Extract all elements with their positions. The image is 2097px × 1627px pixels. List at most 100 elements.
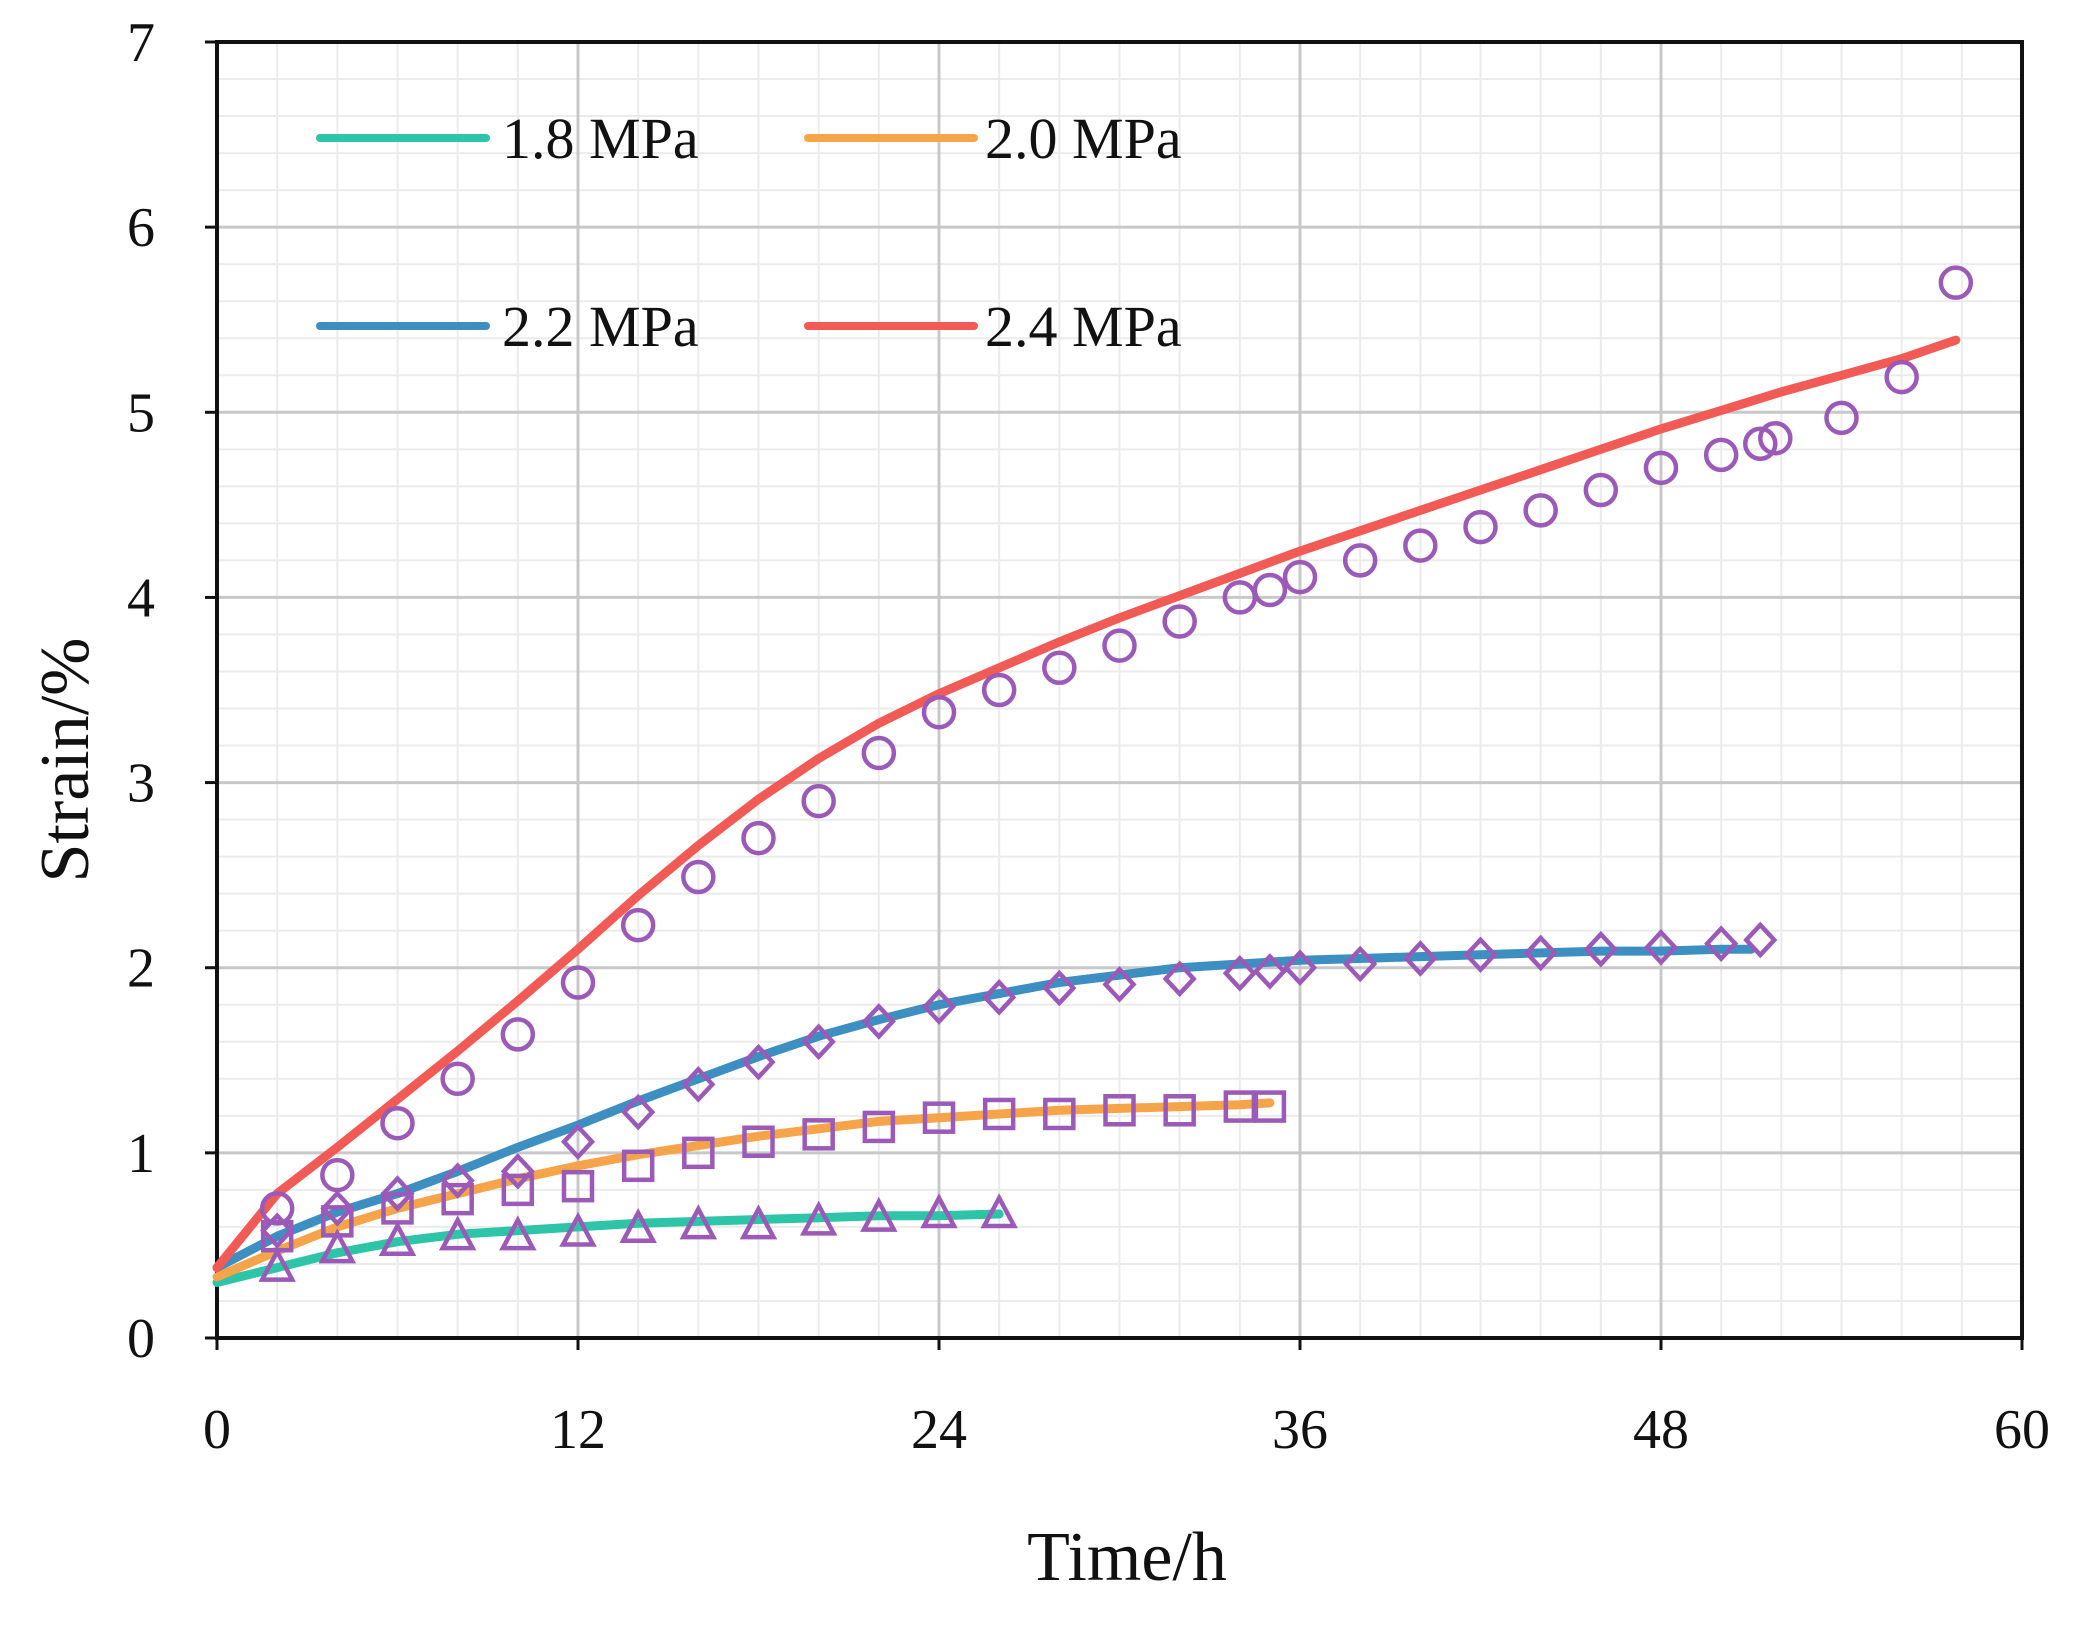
data-point-1-8-mpa xyxy=(619,1208,657,1244)
data-point-2-0-mpa xyxy=(982,1097,1016,1131)
data-point-2-4-mpa xyxy=(1643,450,1679,486)
legend-label-1-8-mpa: 1.8 MPa xyxy=(502,106,699,171)
data-point-1-8-mpa xyxy=(679,1204,718,1240)
data-point-1-8-mpa xyxy=(920,1193,958,1229)
data-point-2-4-mpa xyxy=(1282,559,1318,595)
data-point-2-4-mpa xyxy=(1703,437,1739,473)
data-point-2-2-mpa xyxy=(1222,954,1257,992)
data-point-2-2-mpa xyxy=(1704,925,1739,962)
data-point-1-8-mpa xyxy=(980,1193,1018,1229)
data-point-2-4-mpa xyxy=(1403,528,1438,563)
data-point-1-8-mpa xyxy=(860,1196,898,1232)
data-point-2-0-mpa xyxy=(561,1169,595,1203)
data-point-1-8-mpa xyxy=(318,1228,357,1264)
fit-line-2-2-mpa xyxy=(212,944,1756,1273)
data-point-2-2-mpa xyxy=(801,1023,836,1061)
data-point-2-2-mpa xyxy=(1042,969,1077,1007)
fit-line-2-4-mpa xyxy=(212,335,1961,1273)
data-point-2-2-mpa xyxy=(1523,934,1558,972)
data-point-2-4-mpa xyxy=(1342,543,1378,578)
data-point-2-2-mpa xyxy=(1403,940,1438,977)
x-axis-ticks: 0 12 24 36 48 60 xyxy=(203,1338,2050,1461)
data-point-2-4-mpa xyxy=(681,859,716,895)
data-point-2-0-mpa xyxy=(441,1182,474,1216)
data-point-2-4-mpa xyxy=(1884,359,1919,395)
data-point-2-4-mpa xyxy=(1938,265,1974,300)
data-point-2-4-mpa xyxy=(1252,572,1288,608)
data-point-2-0-mpa xyxy=(862,1110,896,1144)
y-tick-label: 4 xyxy=(127,567,155,629)
legend-label-2-2-mpa: 2.2 MPa xyxy=(502,294,699,359)
data-point-1-8-mpa xyxy=(799,1200,838,1236)
data-point-2-4-mpa xyxy=(741,820,776,856)
data-point-2-4-mpa xyxy=(921,694,957,730)
data-point-2-4-mpa xyxy=(1583,472,1619,508)
data-point-2-2-mpa xyxy=(1252,953,1287,990)
data-point-2-2-mpa xyxy=(500,1153,535,1190)
data-point-2-4-mpa xyxy=(259,1191,295,1226)
y-tick-label: 5 xyxy=(127,382,155,444)
x-tick-label: 12 xyxy=(550,1399,606,1461)
data-point-2-0-mpa xyxy=(321,1205,354,1238)
data-point-1-8-mpa xyxy=(499,1215,537,1251)
data-point-2-0-mpa xyxy=(922,1101,956,1134)
data-point-2-2-mpa xyxy=(1343,945,1378,983)
data-point-2-4-mpa xyxy=(320,1157,355,1193)
data-point-2-4-mpa xyxy=(1758,420,1793,456)
data-point-2-0-mpa xyxy=(1103,1094,1136,1127)
data-point-2-2-mpa xyxy=(1743,921,1778,959)
data-point-2-4-mpa xyxy=(500,1017,536,1052)
data-point-2-0-mpa xyxy=(1163,1094,1196,1127)
data-point-1-8-mpa xyxy=(378,1220,417,1256)
data-point-2-2-mpa xyxy=(741,1043,776,1081)
x-tick-label: 0 xyxy=(203,1399,231,1461)
data-point-2-4-mpa xyxy=(1743,426,1778,462)
legend: 1.8 MPa 2.0 MPa 2.2 MPa 2.4 MPa xyxy=(316,106,1182,359)
data-point-2-2-mpa xyxy=(320,1190,355,1227)
x-tick-label: 48 xyxy=(1633,1399,1689,1461)
y-axis-title: Strain/% xyxy=(27,638,104,883)
data-point-2-2-mpa xyxy=(681,1066,716,1103)
y-tick-label: 2 xyxy=(127,938,155,1000)
data-point-2-4-mpa xyxy=(1162,604,1197,639)
data-point-2-0-mpa xyxy=(1043,1097,1076,1131)
data-point-2-4-mpa xyxy=(861,735,897,771)
data-point-2-4-mpa xyxy=(1463,509,1498,545)
data-point-2-4-mpa xyxy=(560,965,596,1000)
data-point-1-8-mpa xyxy=(258,1246,296,1282)
data-point-2-2-mpa xyxy=(1162,960,1197,998)
y-tick-label: 0 xyxy=(127,1308,155,1370)
data-point-2-4-mpa xyxy=(380,1105,415,1141)
experimental-markers xyxy=(258,265,1974,1282)
data-point-2-2-mpa xyxy=(560,1123,596,1161)
data-point-2-0-mpa xyxy=(501,1173,535,1207)
data-point-2-4-mpa xyxy=(1824,400,1859,436)
y-tick-label: 6 xyxy=(127,197,155,259)
data-point-2-2-mpa xyxy=(1463,936,1498,974)
data-point-2-2-mpa xyxy=(380,1175,415,1212)
data-point-1-8-mpa xyxy=(438,1215,477,1251)
data-point-2-2-mpa xyxy=(1583,930,1618,968)
minor-gridlines xyxy=(217,42,2022,1338)
data-point-2-2-mpa xyxy=(621,1093,656,1131)
y-tick-label: 7 xyxy=(127,12,155,74)
data-point-2-2-mpa xyxy=(1282,949,1318,987)
data-point-2-0-mpa xyxy=(802,1118,835,1151)
data-point-1-8-mpa xyxy=(559,1211,597,1247)
data-point-2-4-mpa xyxy=(1523,493,1558,528)
y-axis-ticks: 0 1 2 3 4 5 6 7 xyxy=(127,12,217,1370)
legend-label-2-0-mpa: 2.0 MPa xyxy=(985,106,1182,171)
data-point-2-0-mpa xyxy=(1253,1090,1287,1123)
x-tick-label: 24 xyxy=(911,1399,967,1461)
data-point-2-2-mpa xyxy=(1643,929,1679,966)
legend-label-2-4-mpa: 2.4 MPa xyxy=(985,294,1182,359)
data-point-2-0-mpa xyxy=(682,1136,715,1170)
data-point-2-4-mpa xyxy=(981,672,1017,708)
y-tick-label: 3 xyxy=(127,753,155,815)
data-point-2-2-mpa xyxy=(921,988,957,1025)
plot-area-frame xyxy=(215,40,2024,1340)
data-point-2-4-mpa xyxy=(620,907,656,943)
x-tick-label: 36 xyxy=(1272,1399,1328,1461)
